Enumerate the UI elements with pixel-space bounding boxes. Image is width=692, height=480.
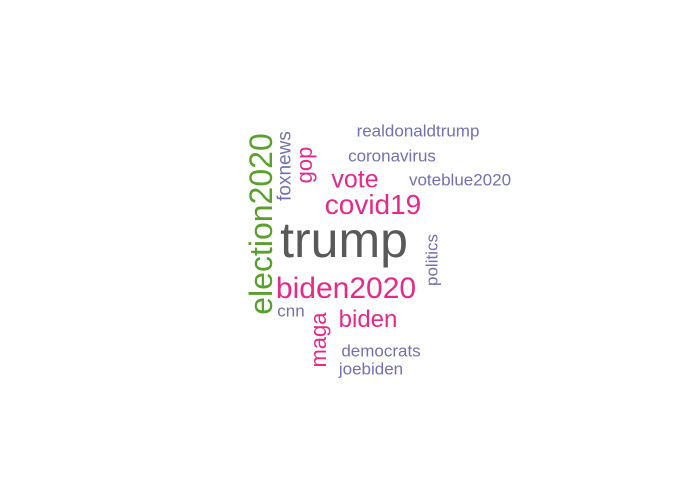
word-maga: maga bbox=[306, 312, 331, 368]
word-realdonaldtrump: realdonaldtrump bbox=[356, 121, 480, 141]
word-democrats: democrats bbox=[341, 341, 421, 361]
word-politics: politics bbox=[422, 234, 442, 286]
word-vote: vote bbox=[331, 165, 379, 194]
word-coronavirus: coronavirus bbox=[348, 146, 436, 166]
word-gop: gop bbox=[292, 146, 317, 184]
word-joebiden: joebiden bbox=[338, 359, 404, 379]
word-election2020: election2020 bbox=[243, 133, 279, 315]
word-trump: trump bbox=[280, 212, 408, 268]
word-voteblue2020: voteblue2020 bbox=[408, 170, 512, 190]
word-biden: biden bbox=[338, 306, 398, 333]
word-cnn: cnn bbox=[277, 301, 305, 321]
word-biden2020: biden2020 bbox=[275, 272, 417, 305]
word-foxnews: foxnews bbox=[274, 131, 296, 201]
word-covid19: covid19 bbox=[324, 189, 422, 220]
